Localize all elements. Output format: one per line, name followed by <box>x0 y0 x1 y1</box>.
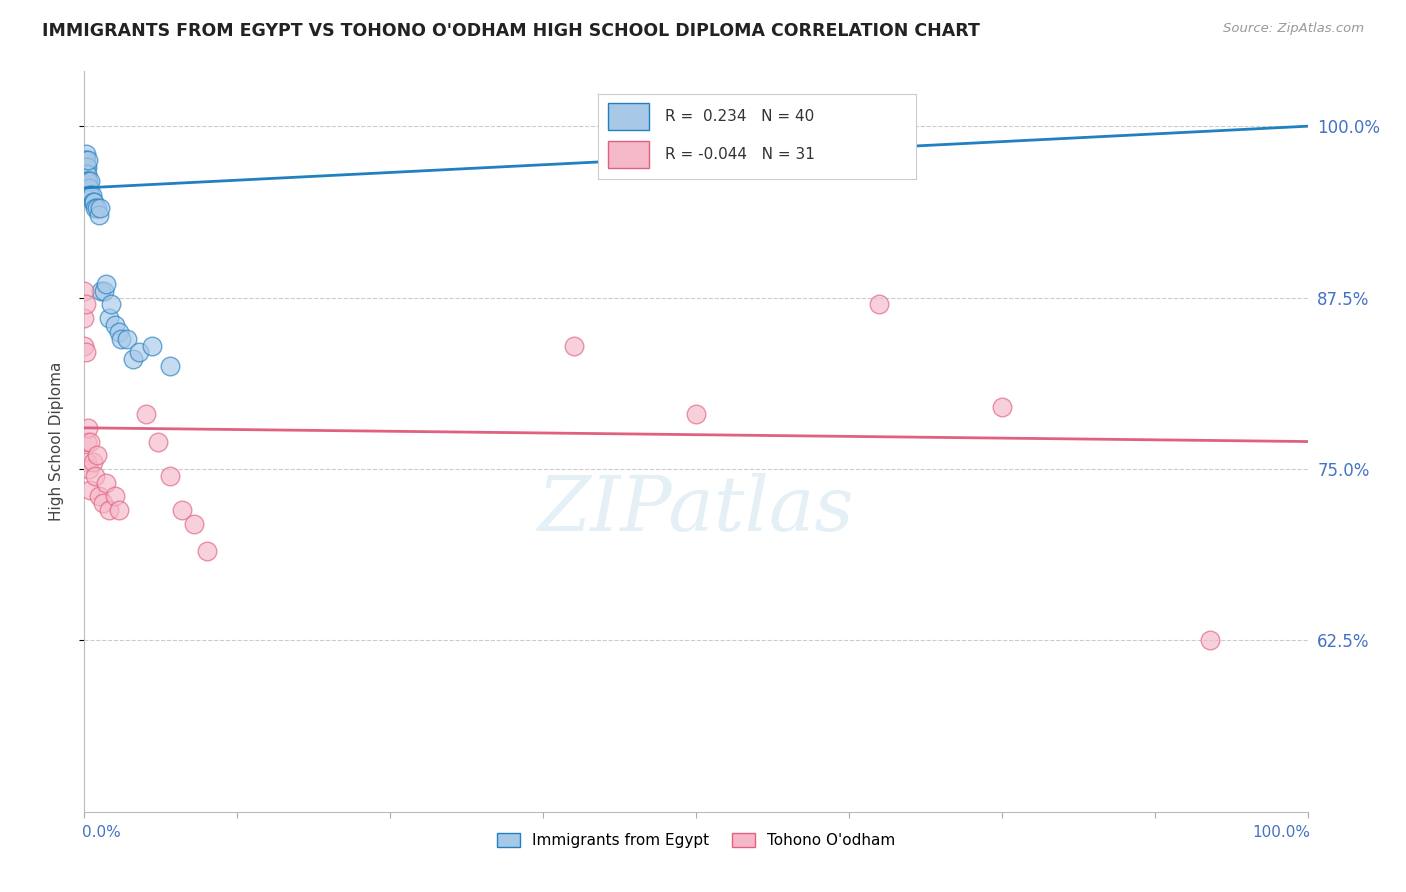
Point <box>87 208 110 222</box>
Point <box>75 153 97 168</box>
Point <box>79 434 101 449</box>
Point <box>159 468 181 483</box>
Point <box>104 489 127 503</box>
Point <box>75 181 97 195</box>
Point <box>90 284 112 298</box>
Point <box>77 421 100 435</box>
Point <box>91 496 114 510</box>
Point <box>93 284 115 298</box>
Point <box>75 297 97 311</box>
Point <box>1198 633 1220 648</box>
Point <box>77 153 100 168</box>
Point <box>77 181 100 195</box>
Point <box>141 338 163 352</box>
Point <box>107 325 129 339</box>
Point <box>685 407 707 421</box>
Point <box>82 455 104 469</box>
Text: IMMIGRANTS FROM EGYPT VS TOHONO O'ODHAM HIGH SCHOOL DIPLOMA CORRELATION CHART: IMMIGRANTS FROM EGYPT VS TOHONO O'ODHAM … <box>42 22 980 40</box>
Point <box>107 503 129 517</box>
Point <box>73 181 96 195</box>
Point <box>115 332 138 346</box>
Point <box>77 462 100 476</box>
Point <box>83 194 105 209</box>
Point <box>183 516 205 531</box>
Point <box>73 161 96 175</box>
Point <box>75 167 97 181</box>
Y-axis label: High School Diploma: High School Diploma <box>49 362 63 521</box>
Point <box>146 434 169 449</box>
Point <box>79 483 101 497</box>
Point <box>159 359 181 373</box>
Point <box>75 146 97 161</box>
Point <box>75 345 97 359</box>
Point <box>73 284 96 298</box>
Point <box>96 475 118 490</box>
Legend: Immigrants from Egypt, Tohono O'odham: Immigrants from Egypt, Tohono O'odham <box>489 826 903 856</box>
Point <box>82 194 104 209</box>
Point <box>89 202 111 216</box>
Point <box>562 338 585 352</box>
Point <box>76 174 98 188</box>
Point <box>100 297 122 311</box>
Point <box>195 544 218 558</box>
Point <box>73 153 96 168</box>
Point <box>84 468 107 483</box>
Point <box>79 187 101 202</box>
Point <box>76 455 98 469</box>
Point <box>991 401 1014 415</box>
Point <box>73 311 96 326</box>
Point <box>76 161 98 175</box>
Point <box>96 277 118 291</box>
Point <box>97 311 120 326</box>
Text: ZIPatlas: ZIPatlas <box>537 473 855 547</box>
Text: 100.0%: 100.0% <box>1251 825 1310 840</box>
Point <box>128 345 150 359</box>
Point <box>77 174 100 188</box>
Point <box>87 489 110 503</box>
Point <box>75 174 97 188</box>
Point <box>97 503 120 517</box>
Point <box>110 332 132 346</box>
Point <box>84 202 107 216</box>
Point <box>76 167 98 181</box>
Point <box>73 174 96 188</box>
Point <box>86 202 108 216</box>
Point <box>77 187 100 202</box>
Text: 0.0%: 0.0% <box>82 825 121 840</box>
Point <box>172 503 194 517</box>
Point <box>76 434 98 449</box>
Point <box>135 407 157 421</box>
Point <box>75 161 97 175</box>
Point <box>79 174 101 188</box>
Point <box>104 318 127 332</box>
Text: Source: ZipAtlas.com: Source: ZipAtlas.com <box>1223 22 1364 36</box>
Point <box>80 187 103 202</box>
Point <box>869 297 891 311</box>
Point <box>122 352 145 367</box>
Point <box>86 448 108 462</box>
Point <box>73 167 96 181</box>
Point <box>73 338 96 352</box>
